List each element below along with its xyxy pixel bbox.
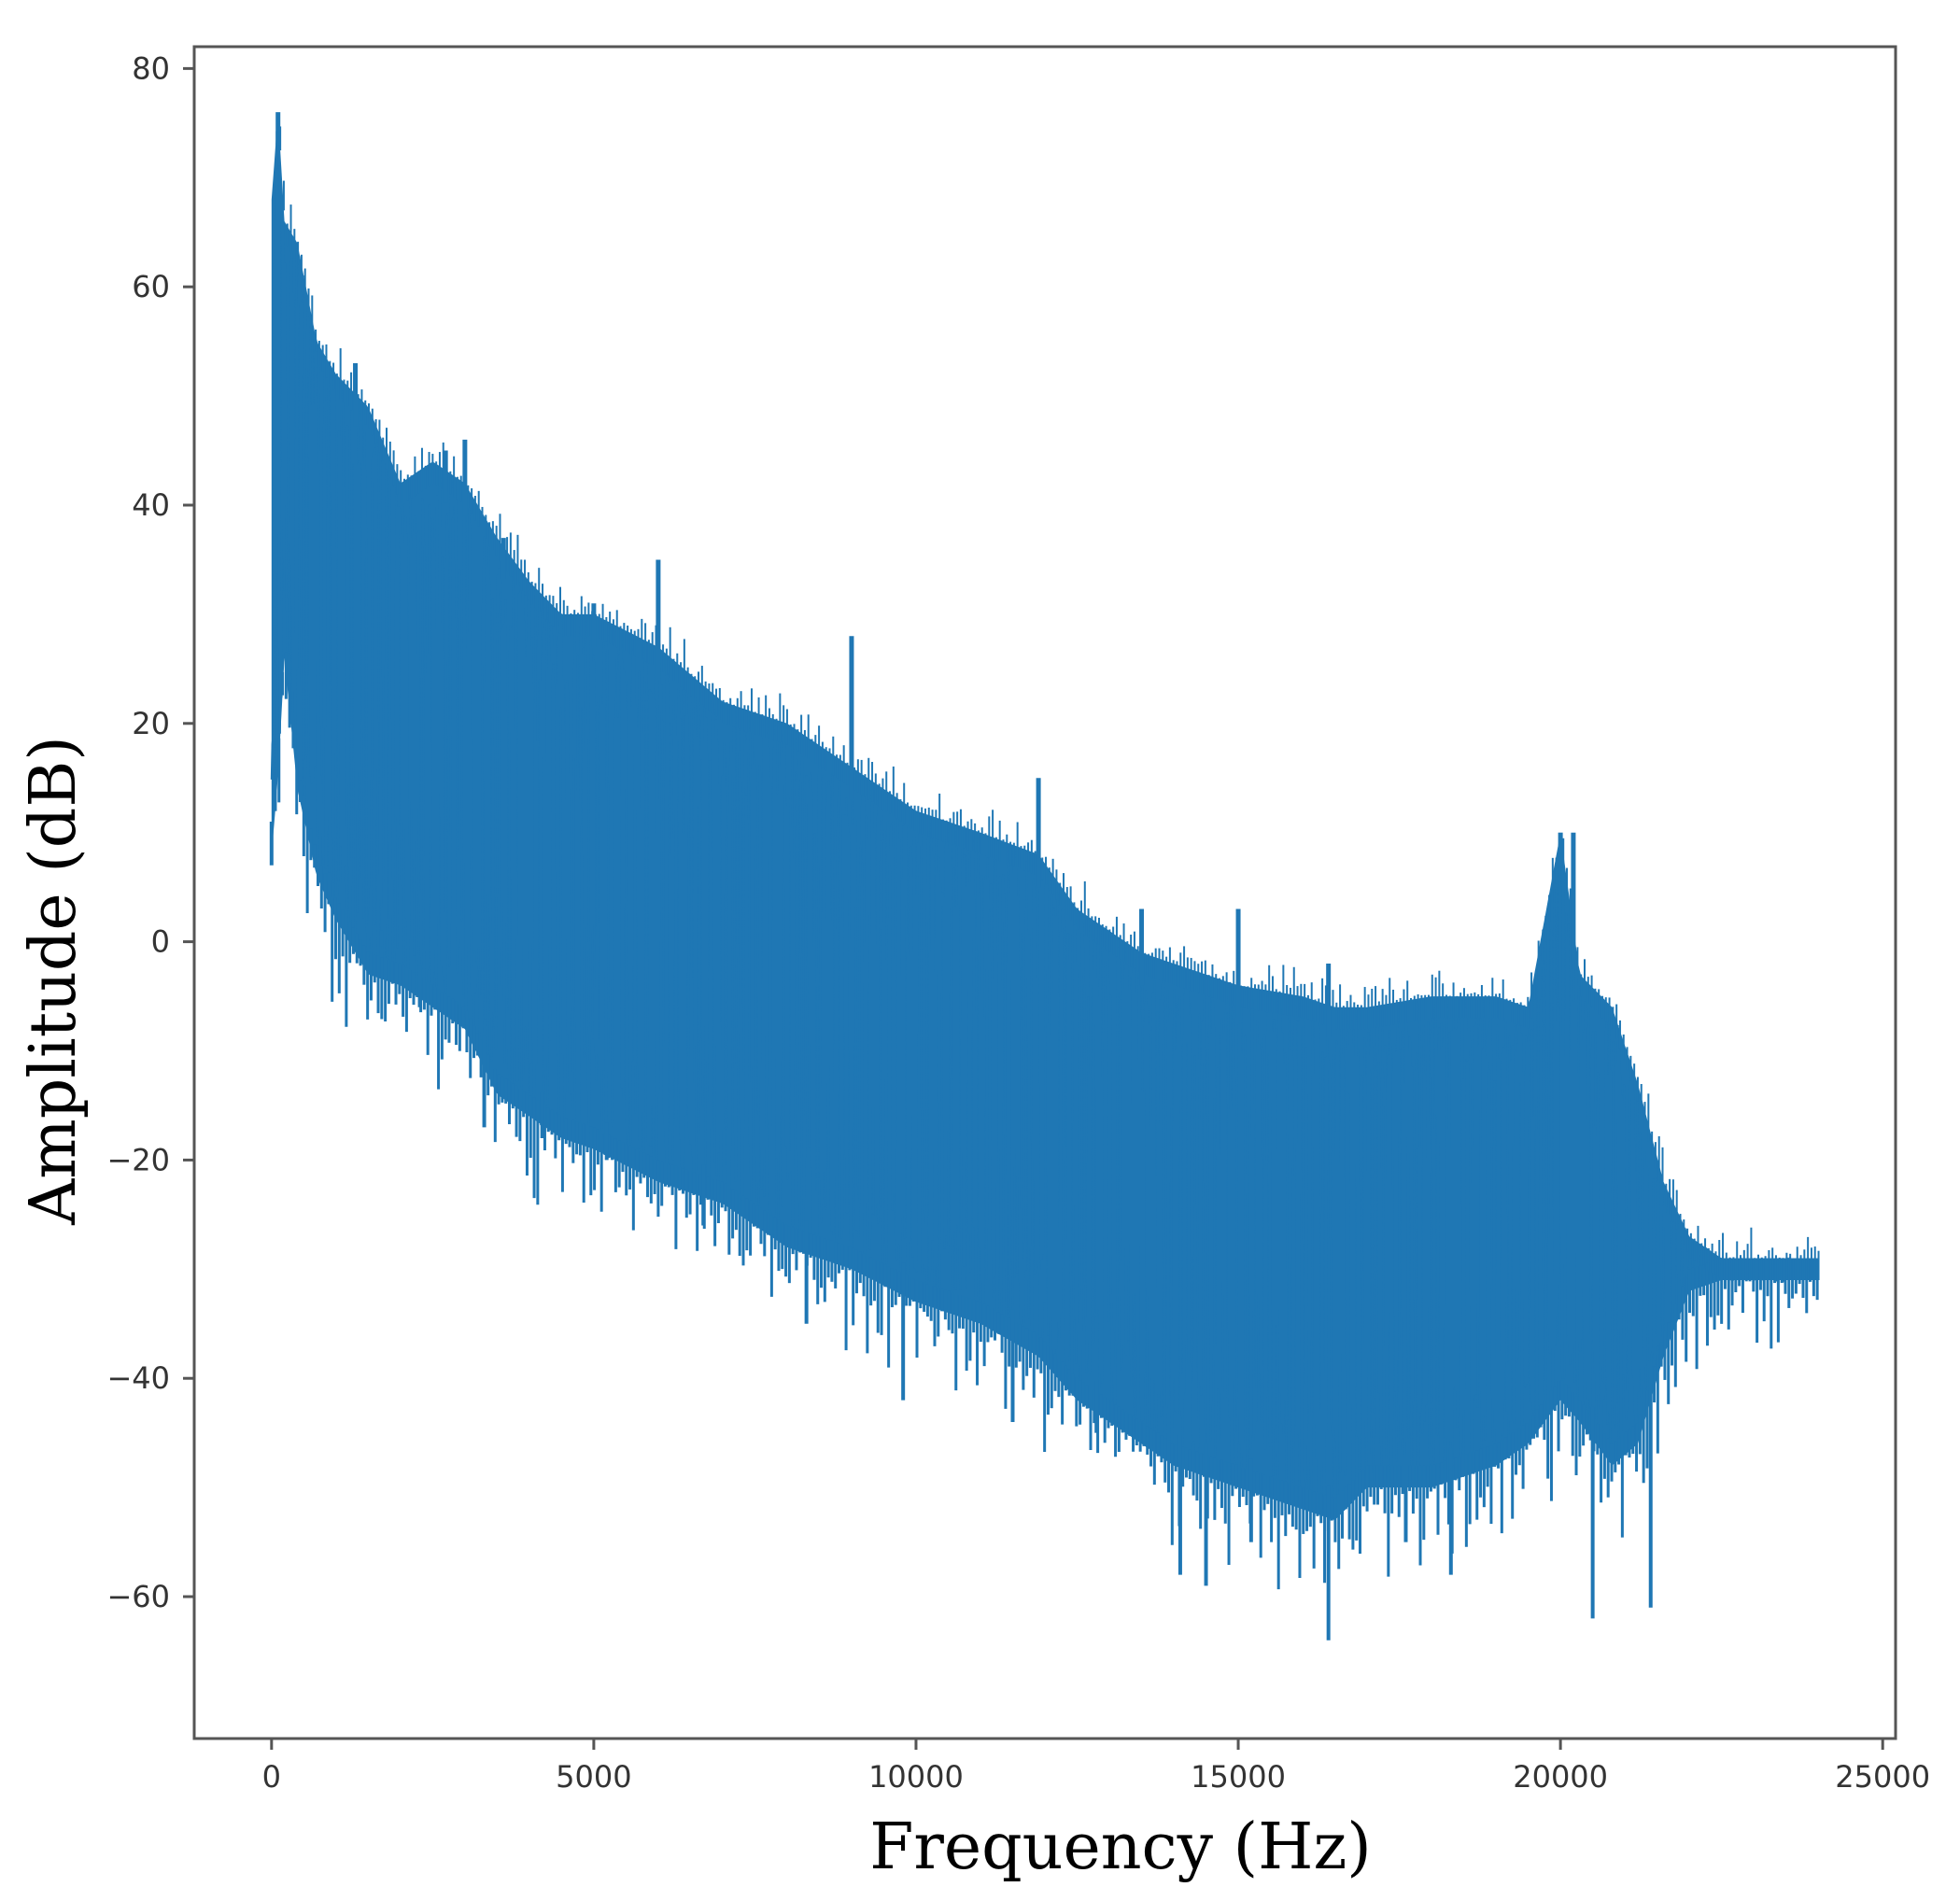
x-axis-title: Frequency (Hz) — [869, 1810, 1372, 1884]
x-tick-label: 0 — [262, 1759, 281, 1795]
spectrum-trace — [270, 156, 1820, 1515]
series-layer — [269, 112, 1820, 1640]
y-tick-label: 20 — [132, 706, 170, 741]
y-tick-label: −60 — [106, 1579, 170, 1614]
x-tick-label: 10000 — [868, 1759, 964, 1795]
y-tick-label: 40 — [132, 487, 170, 523]
x-axis-ticks: 0 5000 10000 15000 20000 25000 — [262, 1739, 1930, 1795]
y-tick-label: 60 — [132, 269, 170, 304]
y-axis-ticks: 80 60 40 20 0 −20 −40 −60 — [106, 50, 194, 1614]
x-tick-label: 15000 — [1191, 1759, 1286, 1795]
y-axis-title: Amplitude (dB) — [17, 736, 91, 1226]
plot-frame — [192, 45, 1897, 1740]
x-tick-label: 20000 — [1513, 1759, 1608, 1795]
y-tick-label: −40 — [106, 1360, 170, 1396]
y-tick-label: 0 — [151, 924, 170, 960]
y-tick-label: −20 — [106, 1142, 170, 1177]
y-tick-label: 80 — [132, 50, 170, 86]
x-tick-label: 25000 — [1835, 1759, 1930, 1795]
x-tick-label: 5000 — [556, 1759, 631, 1795]
